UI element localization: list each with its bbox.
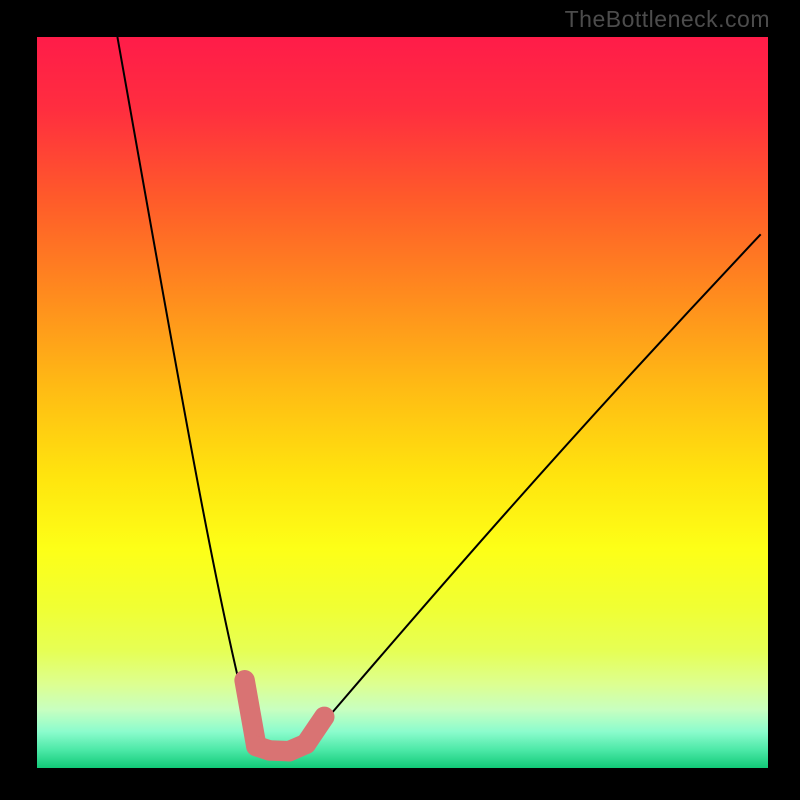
chart-svg: [37, 37, 768, 768]
chart-plot-area: [37, 37, 768, 768]
gradient-background: [37, 37, 768, 768]
watermark-text: TheBottleneck.com: [565, 6, 770, 33]
